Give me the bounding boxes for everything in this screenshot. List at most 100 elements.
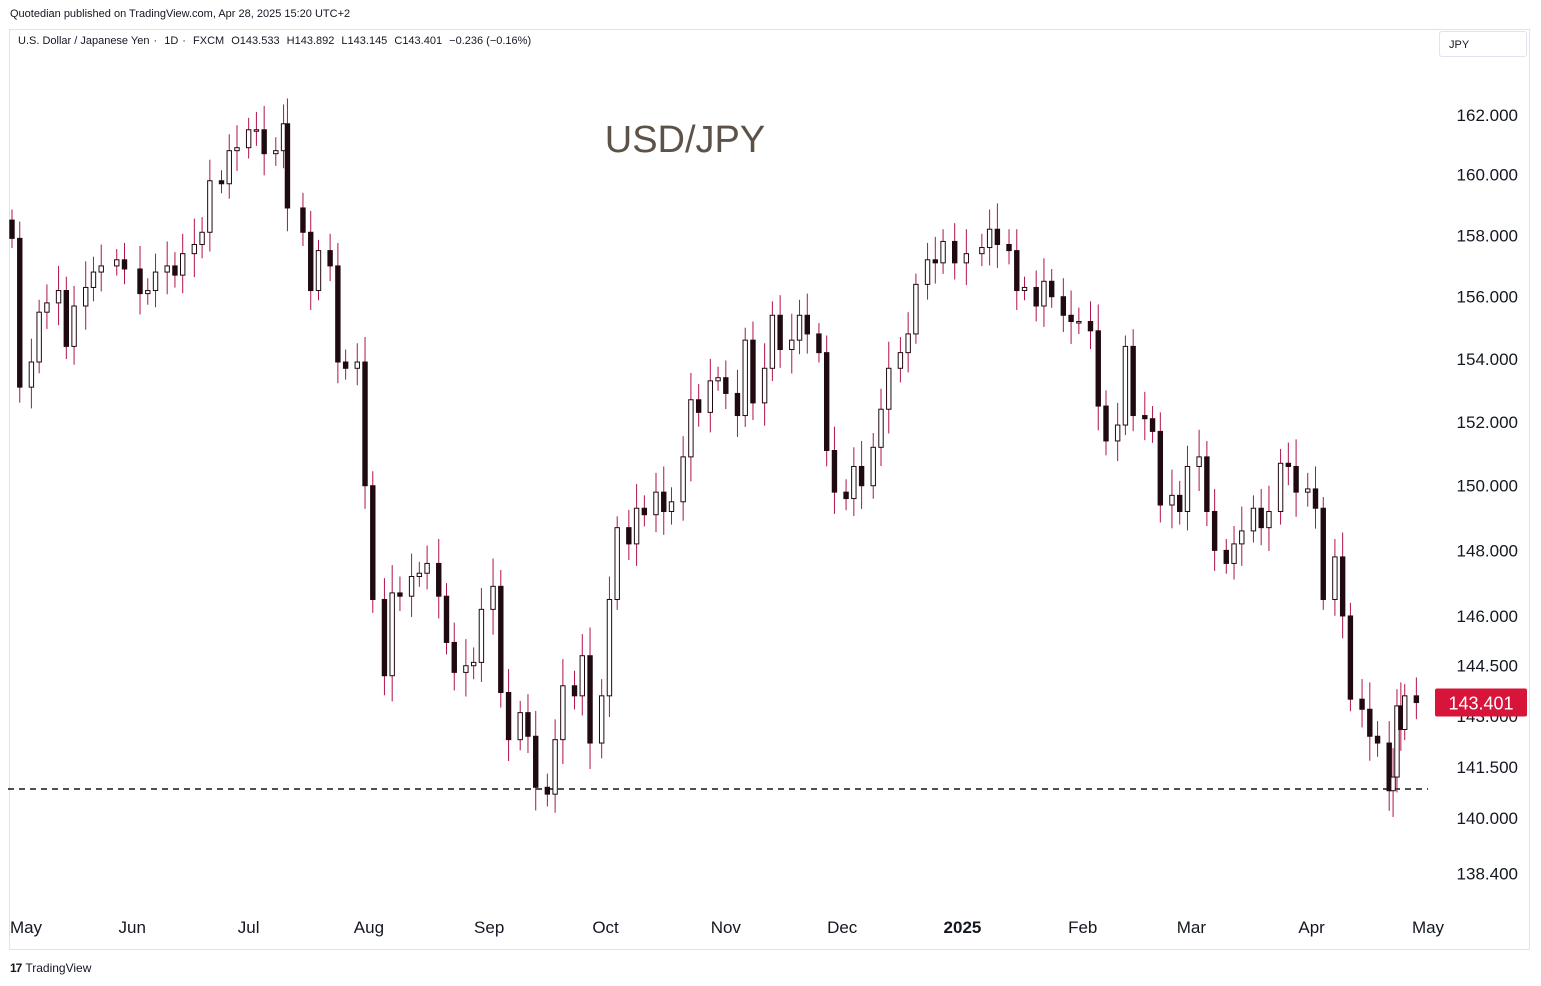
candle-body — [1014, 250, 1020, 292]
candle-body — [804, 314, 810, 335]
candle-body — [661, 491, 667, 512]
candle-body — [761, 367, 768, 404]
candle-body — [994, 228, 1001, 245]
candle-body — [1359, 698, 1365, 710]
candle-body — [389, 592, 395, 677]
candle-body — [1320, 507, 1326, 600]
candle-body — [308, 231, 314, 292]
publish-credit: Quotedian published on TradingView.com, … — [10, 8, 351, 20]
candle-body — [470, 661, 477, 667]
candle-body — [335, 265, 341, 363]
candle-body — [253, 129, 260, 132]
candle-body — [598, 695, 605, 744]
candle-body — [940, 240, 946, 264]
currency-button[interactable]: JPY — [1439, 31, 1527, 57]
candle-body — [327, 250, 333, 267]
candle-body — [843, 491, 849, 500]
low-value: L143.145 — [341, 35, 388, 47]
chart-frame — [9, 29, 1530, 950]
candle-body — [544, 786, 551, 795]
candle-body — [498, 585, 504, 693]
candle-body — [1231, 543, 1237, 564]
candle-body — [734, 392, 741, 417]
candle-body — [397, 592, 403, 597]
x-tick-label: Jun — [119, 918, 146, 937]
y-tick-label: 162.000 — [1457, 106, 1518, 125]
candle-body — [137, 268, 143, 295]
candle-body — [1390, 776, 1396, 792]
candle-body — [924, 259, 931, 285]
candle-body — [952, 240, 958, 264]
x-tick-label: Mar — [1177, 918, 1207, 937]
candle-body — [533, 735, 539, 788]
candle-body — [1048, 280, 1055, 298]
candle-body — [1076, 320, 1082, 324]
candle-body — [858, 465, 865, 487]
candle-body — [626, 527, 632, 545]
x-tick-label: Nov — [711, 918, 742, 937]
x-tick-label: Apr — [1298, 918, 1325, 937]
candle-body — [1114, 424, 1121, 442]
candle-body — [226, 150, 232, 185]
candle-body — [98, 265, 104, 273]
candle-body — [963, 253, 970, 264]
symbol-name[interactable]: U.S. Dollar / Japanese Yen — [18, 35, 150, 47]
candle-body — [695, 399, 702, 413]
y-tick-label: 154.000 — [1457, 350, 1518, 369]
candle-body — [579, 655, 585, 697]
candle-body — [1149, 418, 1156, 432]
candle-body — [1339, 556, 1346, 617]
candle-body — [424, 562, 430, 574]
tradingview-logo-icon: 17 — [10, 961, 22, 975]
candle-body — [823, 352, 830, 452]
candle-body — [1413, 695, 1420, 704]
candle-body — [750, 339, 756, 404]
candle-body — [63, 290, 70, 347]
candle-body — [1177, 494, 1183, 512]
change-value: −0.236 (−0.16%) — [449, 35, 532, 47]
y-tick-label: 138.400 — [1457, 865, 1518, 884]
candle-body — [315, 250, 322, 292]
candle-body — [218, 180, 225, 185]
candle-body — [172, 265, 178, 276]
candle-body — [1142, 415, 1148, 420]
tradingview-brand[interactable]: TradingView — [25, 961, 92, 975]
candle-body — [913, 283, 919, 335]
x-tick-label: Dec — [827, 918, 858, 937]
symbol-interval[interactable]: 1D — [164, 35, 179, 47]
candle-body — [436, 562, 442, 597]
candle-body — [1122, 345, 1129, 426]
candle-body — [979, 247, 985, 255]
candle-body — [1374, 735, 1381, 744]
candle-body — [1130, 345, 1136, 417]
footer-branding: 17 TradingView — [10, 961, 91, 975]
candle-body — [1258, 507, 1264, 529]
candle-body — [1087, 320, 1094, 332]
candle-body — [9, 219, 15, 239]
candle-body — [1033, 286, 1039, 307]
candle-body — [1386, 742, 1392, 792]
candle-body — [897, 352, 904, 369]
high-value: H143.892 — [286, 35, 335, 47]
candle-body — [83, 286, 89, 307]
candle-body — [571, 685, 578, 697]
candle-body — [1103, 405, 1109, 442]
candle-body — [796, 314, 803, 341]
x-tick-label: Feb — [1068, 918, 1097, 937]
candle-body — [789, 339, 795, 351]
candle-body — [1211, 510, 1218, 551]
candle-body — [525, 712, 531, 737]
candle-body — [1250, 507, 1257, 532]
candle-body — [1332, 556, 1338, 600]
candle-body — [1266, 510, 1272, 529]
candle-body — [245, 129, 252, 149]
x-tick-label: Aug — [354, 918, 384, 937]
candle-body — [28, 361, 35, 388]
candle-body — [769, 314, 776, 369]
y-tick-label: 144.500 — [1457, 657, 1518, 676]
candle-body — [121, 259, 128, 270]
candle-body — [1293, 465, 1299, 493]
y-tick-label: 150.000 — [1457, 477, 1518, 496]
candle-body — [641, 507, 648, 516]
